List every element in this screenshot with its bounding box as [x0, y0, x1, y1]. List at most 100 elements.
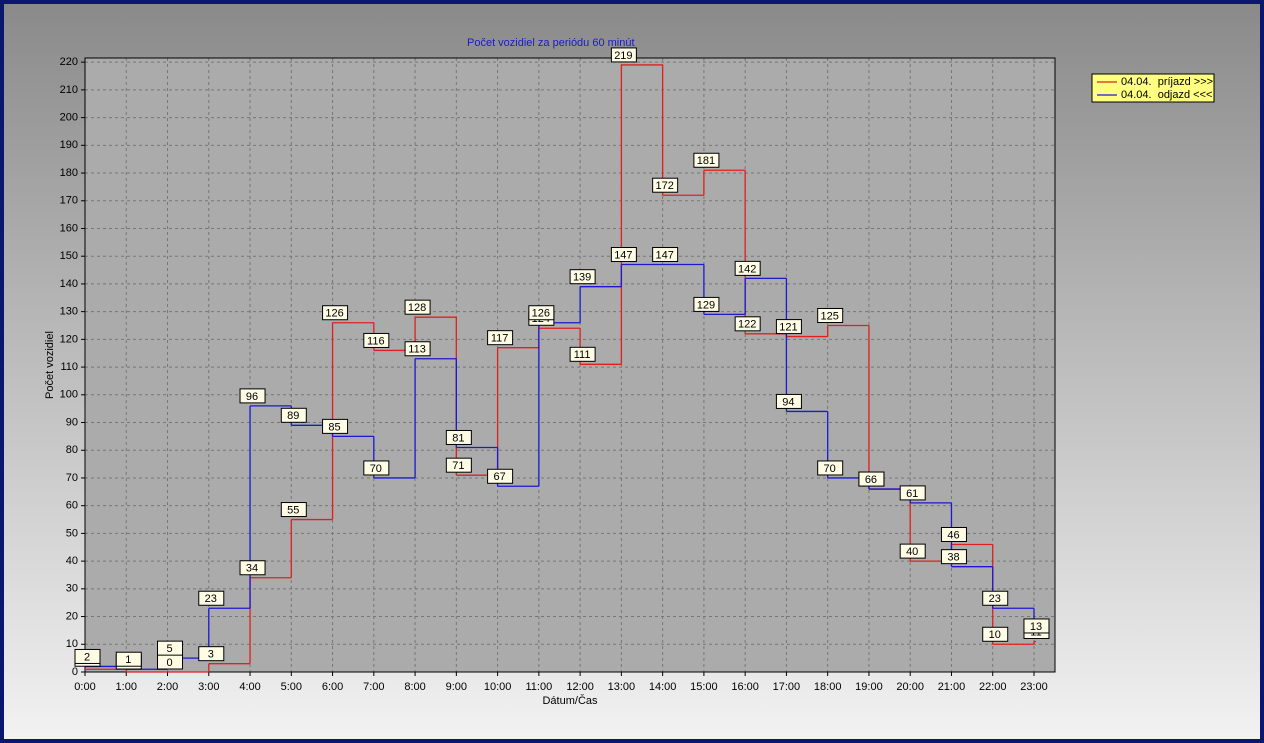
value-label: 46: [947, 529, 959, 541]
x-tick-label: 21:00: [938, 681, 966, 693]
y-tick-label: 20: [66, 610, 78, 622]
y-tick-label: 200: [60, 112, 78, 124]
value-label: 81: [452, 432, 464, 444]
x-tick-label: 11:00: [526, 681, 553, 693]
value-label: 61: [906, 488, 918, 500]
value-label: 126: [325, 308, 343, 320]
value-label-box: [610, 247, 637, 263]
x-tick-label: 6:00: [322, 681, 343, 693]
y-tick-label: 110: [60, 361, 78, 373]
value-label-box: [239, 560, 266, 576]
value-label: 219: [614, 50, 632, 62]
value-label: 3: [208, 649, 214, 661]
value-label-box: [734, 316, 761, 332]
value-label-box: [487, 330, 514, 346]
value-label: 55: [287, 504, 299, 516]
x-tick-label: 23:00: [1020, 681, 1048, 693]
value-label-box: [817, 307, 844, 323]
y-tick-label: 100: [60, 389, 78, 401]
value-label-box: [280, 502, 307, 518]
x-tick-label: 9:00: [446, 681, 467, 693]
y-tick-label: 150: [60, 250, 78, 262]
plot-area: [85, 58, 1055, 672]
value-label-box: [858, 471, 885, 487]
legend-label: 04.04. odjazd <<<: [1121, 89, 1212, 101]
y-tick-label: 220: [60, 56, 78, 68]
y-tick-label: 40: [66, 555, 78, 567]
x-tick-label: 1:00: [116, 681, 137, 693]
value-label: 38: [947, 552, 959, 564]
value-label: 2: [84, 651, 90, 663]
value-label: 181: [697, 155, 715, 167]
value-label-box: [404, 299, 431, 315]
value-label: 142: [738, 263, 756, 275]
value-label-box: [569, 269, 596, 285]
value-label-box: [693, 296, 720, 312]
x-tick-label: 10:00: [484, 681, 512, 693]
x-tick-label: 3:00: [198, 681, 219, 693]
value-label-box: [982, 626, 1009, 642]
x-tick-label: 14:00: [649, 681, 677, 693]
value-label-box: [322, 418, 349, 434]
y-tick-label: 190: [60, 139, 78, 151]
value-label: 71: [452, 460, 464, 472]
y-tick-label: 80: [66, 444, 78, 456]
y-tick-label: 70: [66, 472, 78, 484]
x-tick-label: 0:00: [74, 681, 95, 693]
value-label-box: [652, 177, 679, 193]
y-tick-label: 30: [66, 583, 78, 595]
value-label: 125: [821, 310, 839, 322]
value-label-box: [940, 549, 967, 565]
value-label: 85: [328, 421, 340, 433]
x-tick-label: 15:00: [690, 681, 718, 693]
value-label: 94: [782, 396, 794, 408]
value-label-box: [157, 640, 184, 656]
x-tick-label: 8:00: [404, 681, 425, 693]
legend-label: 04.04. príjazd >>>: [1121, 76, 1213, 88]
value-label: 116: [367, 335, 385, 347]
legend-box: [1091, 73, 1215, 103]
y-tick-label: 160: [60, 222, 78, 234]
y-tick-label: 170: [60, 195, 78, 207]
value-label: 5: [166, 643, 172, 655]
y-tick-label: 130: [60, 306, 78, 318]
value-label: 1: [125, 654, 131, 666]
value-label: 40: [906, 546, 918, 558]
value-label: 126: [532, 308, 550, 320]
value-label-box: [528, 305, 555, 321]
value-label-box: [817, 460, 844, 476]
x-tick-label: 5:00: [281, 681, 302, 693]
value-label-box: [734, 260, 761, 276]
x-tick-label: 20:00: [896, 681, 924, 693]
value-label: 121: [779, 321, 797, 333]
value-label-box: [280, 407, 307, 423]
value-label-box: [775, 393, 802, 409]
value-label: 23: [205, 593, 217, 605]
value-label: 70: [824, 463, 836, 475]
y-tick-label: 120: [60, 333, 78, 345]
value-label: 67: [493, 471, 505, 483]
value-label: 147: [614, 249, 632, 261]
chart-title: Počet vozidiel za periódu 60 minút: [467, 37, 635, 49]
x-tick-label: 13:00: [608, 681, 636, 693]
value-label: 0: [166, 657, 172, 669]
value-label-box: [1023, 618, 1050, 634]
value-label-box: [404, 341, 431, 357]
value-label: 147: [655, 249, 673, 261]
value-label-box: [610, 47, 637, 63]
x-tick-label: 17:00: [773, 681, 801, 693]
y-tick-label: 210: [60, 84, 78, 96]
x-tick-label: 2:00: [157, 681, 178, 693]
value-label: 96: [246, 391, 258, 403]
x-tick-label: 18:00: [814, 681, 842, 693]
value-label-box: [198, 590, 225, 606]
value-label: 89: [287, 410, 299, 422]
x-tick-label: 4:00: [239, 681, 260, 693]
x-tick-label: 22:00: [979, 681, 1007, 693]
value-label: 66: [865, 474, 877, 486]
value-label: 113: [408, 344, 426, 356]
value-label-box: [74, 648, 101, 664]
value-label: 139: [573, 272, 591, 284]
y-axis-title: Počet vozidiel: [44, 331, 56, 399]
